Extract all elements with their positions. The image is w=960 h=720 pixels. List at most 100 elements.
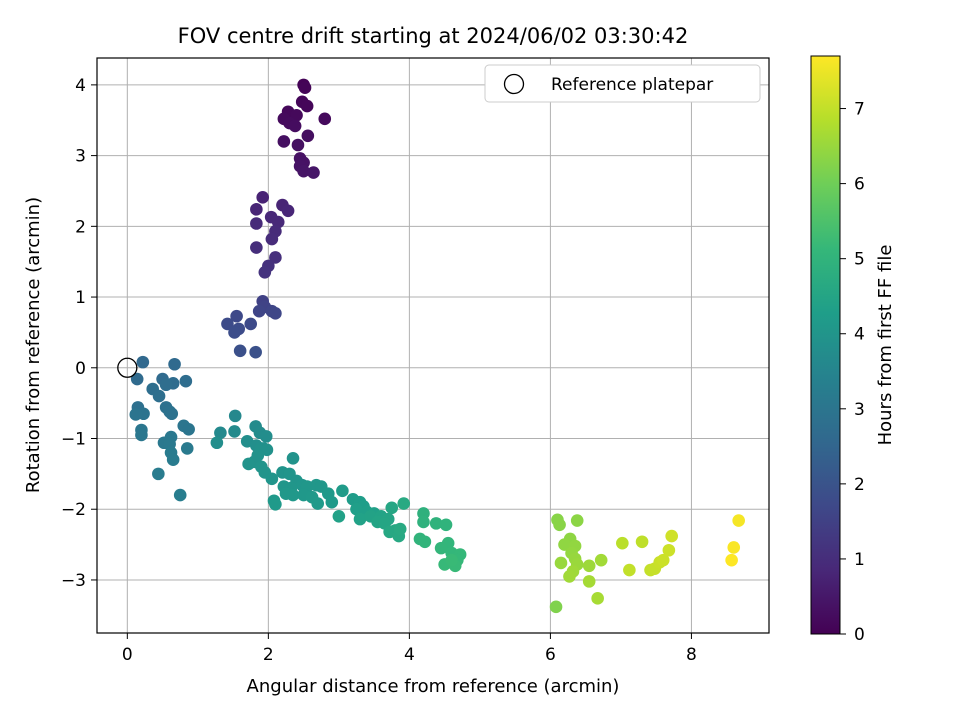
colorbar: [810, 55, 841, 635]
scatter-point: [662, 543, 676, 557]
scatter-point: [166, 453, 180, 467]
scatter-point: [635, 535, 649, 549]
scatter-point: [429, 517, 443, 530]
colorbar-ticks: 0 1 2 3 4 5 6 7: [840, 100, 865, 645]
legend: Reference platepar: [484, 64, 761, 103]
scatter-point: [616, 536, 629, 550]
scatter-point: [152, 467, 165, 481]
scatter-point: [665, 529, 678, 543]
colorbar-tick-label: 5: [854, 250, 865, 270]
y-tick-label: 2: [75, 217, 86, 237]
scatter-point: [242, 457, 255, 471]
scatter-point: [135, 428, 148, 442]
scatter-point: [434, 541, 448, 555]
scatter-point: [385, 501, 399, 515]
scatter-point: [311, 497, 325, 510]
scatter-point: [152, 389, 166, 403]
scatter-point: [168, 357, 181, 371]
colorbar-tick-label: 6: [854, 175, 865, 195]
scatter-point: [297, 164, 310, 178]
scatter-point: [393, 522, 407, 536]
colorbar-tick-label: 3: [854, 400, 865, 420]
plot-background: [97, 58, 769, 633]
scatter-point: [288, 119, 302, 133]
grid-lines: [97, 58, 769, 633]
scatter-point: [259, 430, 273, 443]
plot-frame: [96, 57, 770, 634]
scatter-point: [623, 563, 636, 577]
scatter-point: [554, 556, 568, 570]
scatter-point: [325, 495, 339, 509]
reference-marker: [117, 357, 138, 378]
y-tick-label: 1: [75, 288, 86, 308]
scatter-point: [397, 497, 411, 510]
scatter-point: [291, 138, 305, 152]
scatter-point: [656, 553, 670, 567]
scatter-point: [182, 423, 195, 436]
scatter-point: [165, 407, 179, 421]
scatter-point: [582, 559, 596, 573]
x-tick-label: 2: [263, 645, 274, 665]
scatter-point: [173, 488, 187, 502]
scatter-point: [130, 372, 144, 386]
scatter-point: [265, 472, 279, 486]
scatter-point: [250, 203, 263, 216]
scatter-point: [250, 217, 263, 230]
scatter-point: [179, 374, 193, 388]
x-tick-label: 8: [686, 645, 697, 665]
x-axis-ticks: 0 2 4 6 8: [122, 633, 697, 665]
x-tick-label: 0: [122, 645, 133, 665]
legend-marker-icon: [503, 73, 525, 95]
colorbar-tick-label: 1: [854, 550, 865, 570]
scatter-point: [286, 488, 300, 502]
scatter-point: [159, 378, 173, 392]
y-tick-label: 4: [75, 76, 86, 96]
scatter-point: [214, 426, 227, 440]
colorbar-label: Hours from first FF file: [875, 245, 896, 446]
scatter-point: [228, 326, 241, 339]
y-tick-label: −3: [61, 571, 86, 591]
colorbar-tick-label: 7: [854, 100, 865, 120]
scatter-point: [277, 135, 291, 148]
legend-box: [484, 64, 761, 103]
scatter-point: [221, 317, 234, 331]
scatter-point: [558, 538, 571, 551]
scatter-point: [249, 345, 262, 359]
scatter-point: [582, 575, 596, 588]
scatter-point: [136, 355, 150, 369]
y-axis-ticks: −3 −2 −1 0 1 2 3 4: [61, 76, 97, 591]
scatter-point: [281, 204, 295, 218]
scatter-point: [418, 535, 432, 549]
x-axis-label: Angular distance from reference (arcmin): [247, 676, 620, 697]
scatter-point: [286, 452, 300, 465]
colorbar-tick-label: 4: [854, 325, 865, 345]
scatter-point: [353, 512, 367, 526]
colorbar-tick-label: 0: [854, 625, 865, 645]
scatter-point: [258, 265, 272, 279]
scatter-point: [553, 518, 566, 532]
scatter-point: [269, 497, 282, 511]
scatter-point: [727, 541, 741, 554]
y-tick-label: 0: [75, 359, 86, 379]
scatter-point: [594, 553, 608, 567]
scatter-point: [732, 514, 745, 527]
scatter-point: [252, 304, 266, 318]
scatter-point: [129, 408, 143, 421]
colorbar-tick-label: 2: [854, 475, 865, 495]
scatter-point: [180, 442, 194, 455]
scatter-point: [445, 553, 458, 567]
scatter-point: [570, 514, 584, 527]
scatter-point: [301, 129, 315, 143]
scatter-point: [269, 251, 282, 264]
y-axis-label: Rotation from reference (arcmin): [23, 197, 44, 493]
scatter-point: [307, 166, 320, 179]
scatter-point: [300, 99, 314, 113]
scatter-point: [318, 112, 332, 126]
scatter-point: [256, 191, 270, 204]
scatter-point: [228, 425, 241, 438]
scatter-point: [265, 232, 279, 246]
scatter-point: [250, 241, 263, 254]
legend-entry-reference: Reference platepar: [551, 75, 713, 95]
scatter-point: [591, 592, 604, 605]
